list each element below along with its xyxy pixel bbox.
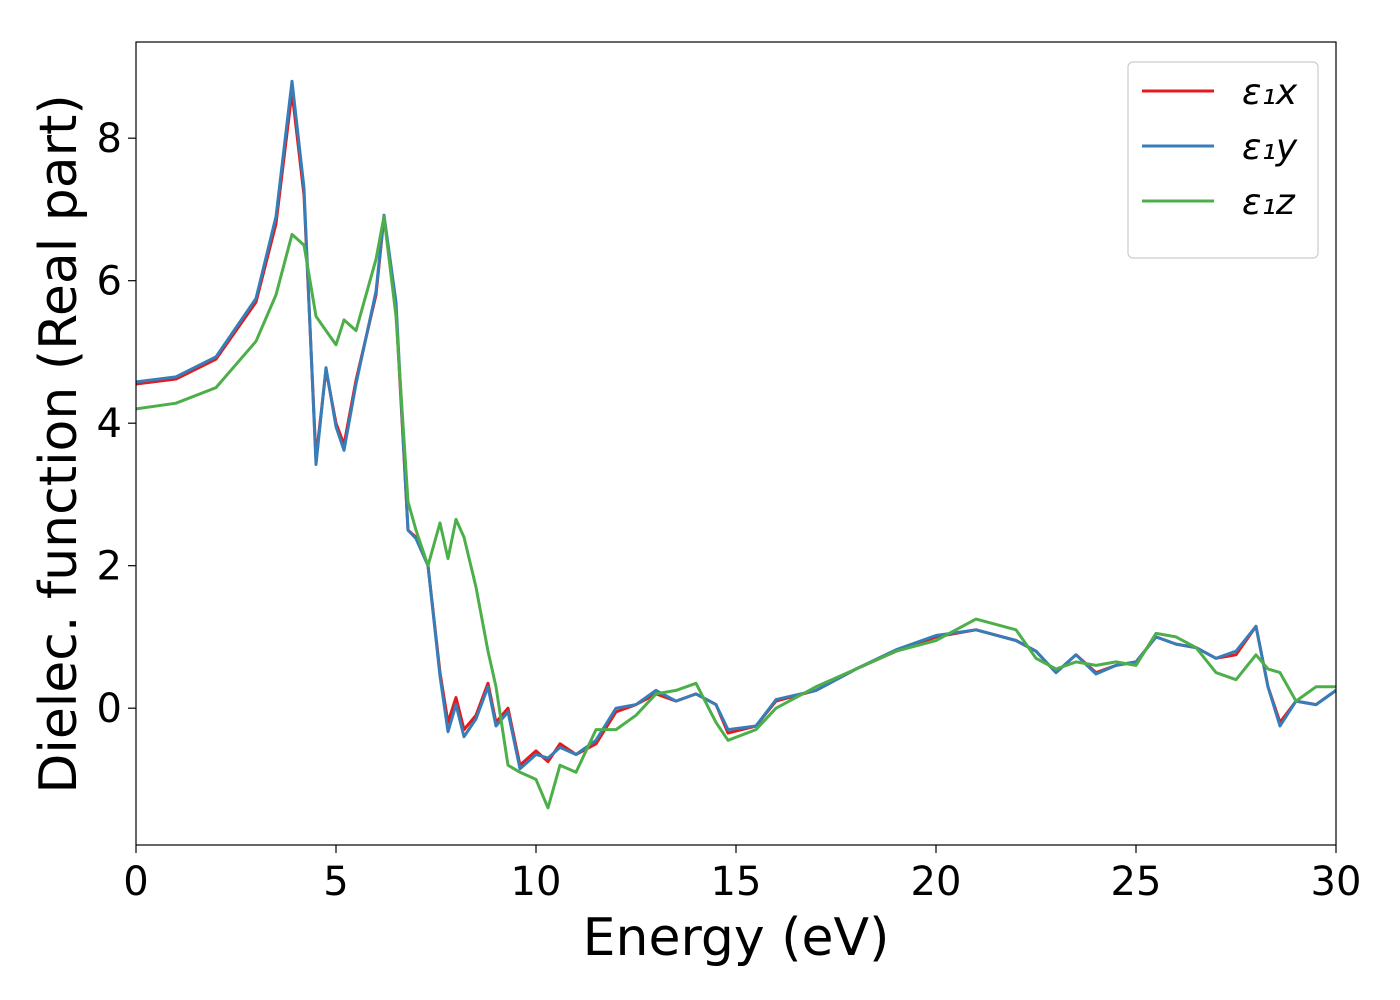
x-tick-label: 10 <box>511 859 562 905</box>
x-tick-label: 25 <box>1111 859 1162 905</box>
legend-label: ε₁y <box>1242 127 1298 168</box>
x-tick-label: 20 <box>911 859 962 905</box>
x-tick-label: 5 <box>323 859 348 905</box>
y-axis-label: Dielec. function (Real part) <box>29 94 89 793</box>
plot-frame <box>135 41 1337 846</box>
legend-label: ε₁z <box>1242 182 1296 223</box>
x-tick-label: 0 <box>123 859 148 905</box>
data-line <box>136 215 1336 810</box>
y-tick-label: 8 <box>97 116 122 162</box>
x-tick-label: 30 <box>1311 859 1362 905</box>
x-tick-label: 15 <box>711 859 762 905</box>
legend-label: ε₁x <box>1242 72 1298 113</box>
y-tick-label: 0 <box>97 686 122 732</box>
y-tick-label: 6 <box>97 259 122 305</box>
y-tick-label: 4 <box>97 401 122 447</box>
x-axis-label: Energy (eV) <box>583 908 890 968</box>
y-tick-label: 2 <box>97 544 122 590</box>
legend-box <box>1127 61 1319 259</box>
